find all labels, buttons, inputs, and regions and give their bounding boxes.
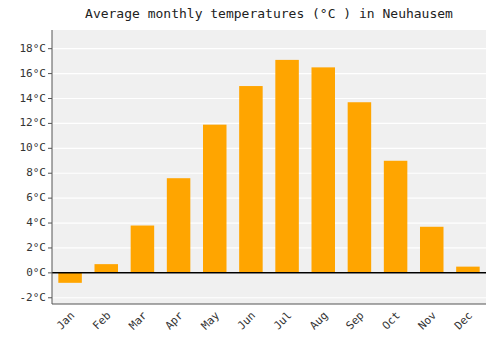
y-tick (48, 48, 52, 49)
y-tick-label: 16°C (20, 67, 47, 80)
bar (348, 102, 372, 273)
bar (203, 125, 227, 273)
y-tick-label: 6°C (26, 191, 46, 204)
y-tick (48, 123, 52, 124)
y-tick-label: 14°C (20, 92, 47, 105)
x-tick-label: Oct (380, 309, 403, 332)
grid-line (52, 297, 486, 298)
grid-line (52, 48, 486, 49)
x-tick-label: Jul (271, 309, 294, 332)
x-tick-label: Sep (343, 309, 366, 332)
chart-container: -2°C 0°C 2°C 4°C 6°C 8°C 10°C 12°C 14°C 16°C 18°C J… (0, 0, 500, 350)
x-axis: Jan Feb Mar Apr May Jun Jul Aug Sep Oct Nov Dec (54, 309, 475, 333)
bar (384, 161, 408, 273)
y-tick-label: -2°C (20, 291, 47, 304)
y-tick-label: 0°C (26, 266, 46, 279)
y-tick (48, 297, 52, 298)
title: Average monthly temperatures (°C ) in Ne… (85, 6, 453, 21)
grid-line (52, 272, 486, 273)
grid-line (52, 173, 486, 174)
x-tick-label: Mar (126, 309, 150, 333)
zero-line (52, 272, 486, 274)
x-tick-label: May (199, 309, 223, 333)
bar (239, 86, 263, 273)
bar (167, 178, 191, 273)
y-tick (48, 73, 52, 74)
plot-background (52, 30, 486, 304)
y-axis: -2°C 0°C 2°C 4°C 6°C 8°C 10°C 12°C 14°C 16°C 18°C (20, 42, 53, 304)
grid-line (52, 222, 486, 223)
y-tick (48, 98, 52, 99)
y-tick-label: 10°C (20, 141, 47, 154)
grid-line (52, 198, 486, 199)
x-tick-label: Apr (163, 309, 187, 333)
chart: -2°C 0°C 2°C 4°C 6°C 8°C 10°C 12°C 14°C 16°C 18°C J… (0, 0, 500, 350)
y-tick (48, 198, 52, 199)
x-tick-label: Feb (90, 309, 113, 332)
y-tick (48, 173, 52, 174)
bar (456, 267, 480, 273)
bar (311, 67, 335, 273)
bar (420, 227, 444, 273)
grid (52, 49, 486, 298)
y-tick (48, 223, 52, 224)
y-tick (48, 272, 52, 273)
x-tick-label: Jan (54, 309, 77, 332)
bar (94, 264, 118, 273)
grid-line (52, 73, 486, 74)
x-tick-label: Jun (235, 309, 258, 332)
x-tick-label: Aug (307, 309, 330, 332)
x-axis-line (52, 304, 486, 305)
bars (58, 60, 479, 283)
y-tick (48, 148, 52, 149)
y-tick-label: 4°C (26, 216, 46, 229)
y-tick-label: 2°C (26, 241, 46, 254)
grid-line (52, 123, 486, 124)
y-tick-label: 18°C (20, 42, 47, 55)
grid-line (52, 148, 486, 149)
x-tick-label: Dec (452, 309, 475, 332)
bar (131, 226, 155, 273)
grid-line (52, 98, 486, 99)
y-tick-label: 8°C (26, 166, 46, 179)
y-tick-label: 12°C (20, 116, 47, 129)
x-tick-label: Nov (416, 309, 440, 333)
y-tick (48, 247, 52, 248)
bar (275, 60, 299, 273)
bar (58, 273, 82, 283)
y-axis-line (52, 30, 53, 304)
